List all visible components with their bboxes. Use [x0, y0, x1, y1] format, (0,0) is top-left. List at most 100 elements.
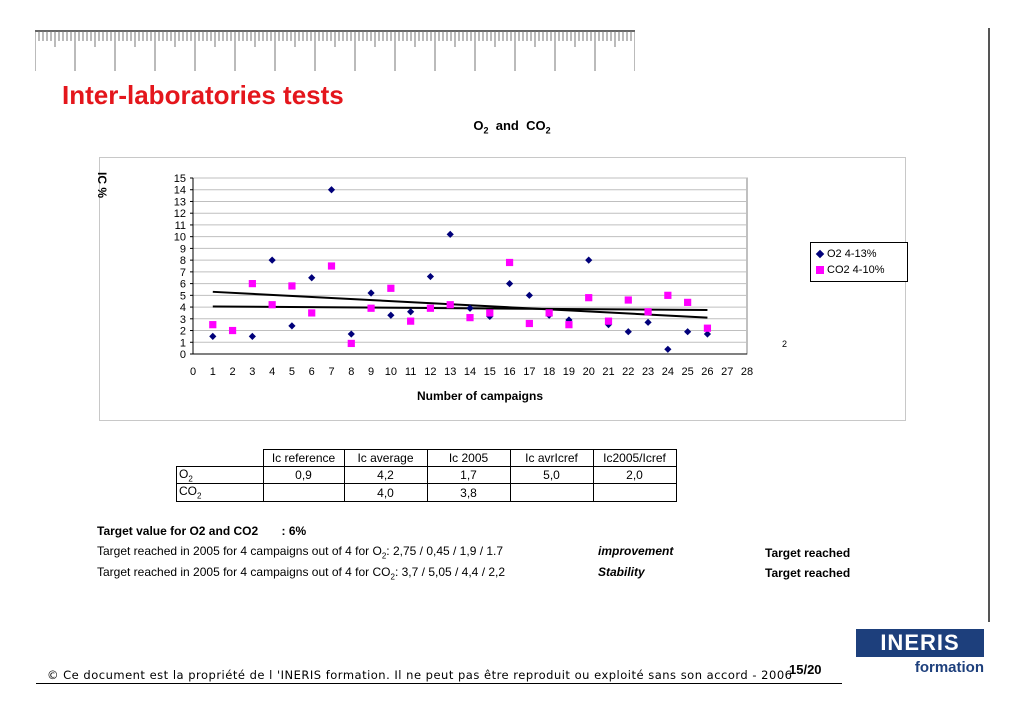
- chart-title: O2 and CO2: [473, 118, 551, 136]
- table-row: CO2 4,0 3,8: [176, 483, 677, 502]
- x-tick-label: 19: [563, 366, 575, 378]
- data-point-co2: [604, 317, 613, 325]
- data-point-co2: [525, 319, 533, 328]
- target-value-note: Target value for O2 and CO2 : 6%: [97, 524, 307, 538]
- data-point-co2: [248, 280, 256, 288]
- data-point-co2: [387, 284, 395, 292]
- ruler-decoration: [35, 30, 635, 71]
- x-tick-label: 25: [682, 366, 694, 378]
- data-point-co2: [209, 321, 217, 329]
- footer-divider: [36, 683, 842, 684]
- data-point-o2: [347, 330, 355, 338]
- page-title: Inter-laboratories tests: [62, 80, 344, 110]
- y-tick-label: 7: [180, 267, 186, 279]
- y-tick-label: 0: [180, 349, 186, 361]
- chart-frame: [99, 157, 906, 421]
- y-tick-label: 5: [180, 290, 186, 302]
- footer-copyright: © Ce document est la propriété de l 'INE…: [47, 668, 793, 682]
- data-point-co2: [347, 339, 355, 348]
- diamond-marker-icon: [815, 249, 825, 259]
- x-tick-label: 1: [210, 366, 216, 378]
- square-marker-icon: [816, 266, 824, 274]
- data-point-co2: [565, 321, 573, 329]
- table-header: Ic 2005: [426, 449, 511, 467]
- x-tick-label: 13: [444, 366, 456, 378]
- y-tick-label: 11: [175, 220, 186, 232]
- x-tick-label: 5: [289, 366, 295, 378]
- data-point-co2: [426, 304, 435, 312]
- trendline: [212, 290, 708, 319]
- table-cell: 5,0: [509, 465, 594, 485]
- x-tick-label: 12: [424, 366, 436, 378]
- table-header: Ic reference: [262, 449, 345, 467]
- data-point-co2: [407, 317, 415, 325]
- data-point-o2: [624, 328, 632, 336]
- logo-top-text: INERIS: [856, 629, 984, 657]
- table-header: Ic2005/Icref: [592, 449, 677, 467]
- data-point-o2: [525, 291, 533, 299]
- data-point-co2: [446, 301, 454, 309]
- data-point-co2: [268, 301, 276, 309]
- x-tick-label: 11: [405, 366, 416, 378]
- y-tick-label: 1: [180, 337, 186, 349]
- table-cell: 0,9: [262, 465, 345, 485]
- target-reached-co2: Target reached: [765, 566, 851, 580]
- x-tick-label: 4: [269, 366, 275, 378]
- x-tick-label: 22: [622, 366, 634, 378]
- data-point-o2: [585, 256, 593, 264]
- x-tick-label: 21: [602, 366, 614, 378]
- data-point-co2: [486, 309, 494, 317]
- table-header: Ic average: [343, 449, 428, 467]
- table-cell: [592, 483, 677, 502]
- stray-label: 2: [782, 339, 788, 349]
- data-point-o2: [684, 328, 692, 336]
- data-point-co2: [308, 309, 316, 317]
- data-point-co2: [644, 308, 652, 316]
- data-point-co2: [624, 296, 632, 304]
- target-reached-o2: Target reached: [765, 546, 851, 560]
- x-tick-label: 8: [348, 366, 354, 378]
- x-tick-label: 24: [662, 366, 674, 378]
- x-tick-label: 14: [464, 366, 476, 378]
- x-tick-label: 18: [543, 366, 555, 378]
- data-point-co2: [288, 282, 296, 290]
- table-cell: 4,2: [343, 465, 428, 485]
- x-tick-label: 10: [385, 366, 397, 378]
- data-point-o2: [426, 272, 435, 281]
- improvement-note: improvement: [598, 544, 674, 558]
- data-point-o2: [466, 304, 474, 312]
- row-label-co2: CO2: [176, 483, 264, 502]
- x-tick-label: 0: [190, 366, 196, 378]
- y-tick-label: 13: [174, 196, 186, 208]
- data-point-co2: [585, 294, 593, 302]
- data-point-o2: [644, 318, 652, 326]
- x-tick-label: 16: [503, 366, 515, 378]
- y-tick-label: 9: [180, 243, 186, 255]
- y-axis-label: IC %: [95, 172, 109, 199]
- data-point-co2: [684, 298, 692, 306]
- data-point-co2: [703, 324, 712, 332]
- data-point-o2: [407, 308, 415, 316]
- x-tick-label: 15: [484, 366, 496, 378]
- x-tick-label: 28: [741, 366, 753, 378]
- ineris-logo: INERIS formation: [856, 629, 984, 679]
- page-number: 15/20: [789, 662, 822, 677]
- results-table: Ic reference Ic average Ic 2005 Ic avrIc…: [176, 449, 677, 502]
- data-point-co2: [466, 314, 474, 322]
- y-tick-label: 12: [174, 208, 186, 220]
- legend-label-o2: O2 4-13%: [827, 248, 877, 260]
- table-header-row: Ic reference Ic average Ic 2005 Ic avrIc…: [177, 449, 677, 467]
- x-tick-label: 2: [230, 366, 236, 378]
- trendline: [212, 305, 708, 311]
- data-point-o2: [703, 330, 712, 338]
- y-tick-label: 14: [174, 185, 186, 197]
- data-point-o2: [446, 230, 454, 238]
- y-tick-label: 8: [180, 255, 186, 267]
- x-tick-label: 27: [721, 366, 733, 378]
- y-tick-label: 15: [174, 173, 186, 185]
- chart-legend: O2 4-13% CO2 4-10%: [810, 242, 908, 282]
- x-tick-label: 26: [701, 366, 713, 378]
- x-tick-label: 20: [583, 366, 595, 378]
- y-tick-label: 6: [180, 279, 186, 291]
